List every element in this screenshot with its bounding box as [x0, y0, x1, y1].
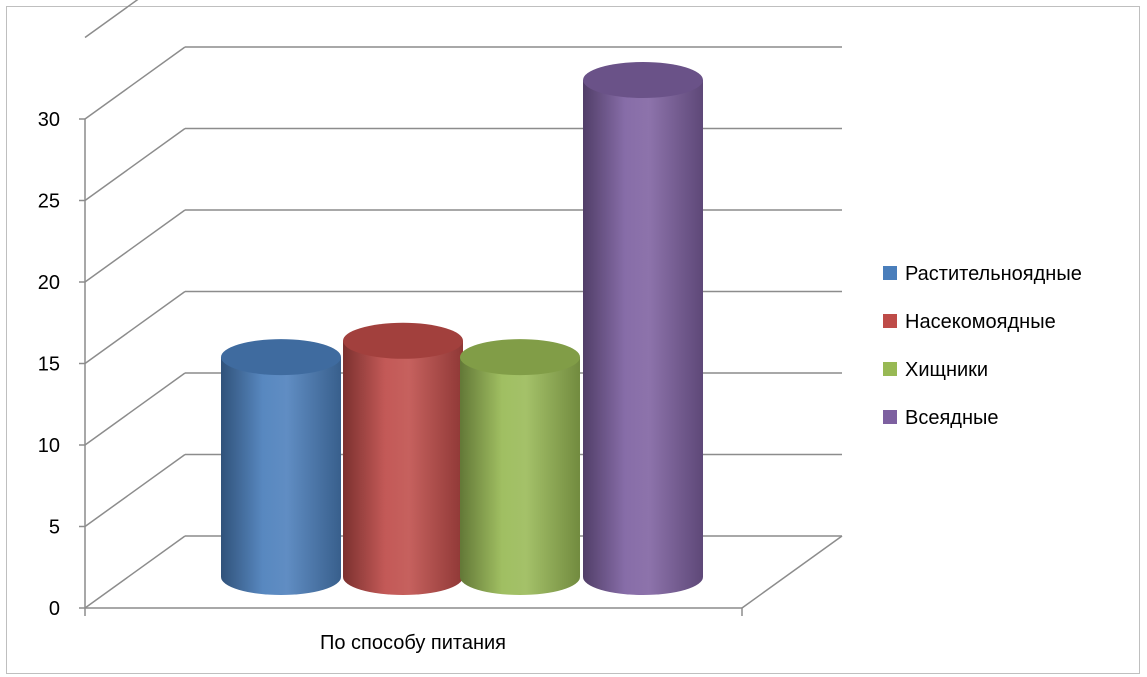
bar-body [221, 357, 341, 595]
bar-1 [221, 339, 341, 595]
bar-top [343, 322, 463, 359]
gridline-side [84, 209, 186, 283]
legend-swatch [883, 266, 897, 280]
legend-item: Насекомоядные [883, 311, 1056, 333]
bar-body [343, 340, 463, 595]
gridline-side [84, 535, 186, 609]
y-tick-label: 25 [38, 191, 60, 213]
legend-swatch [883, 314, 897, 328]
y-tick-label: 0 [49, 598, 60, 620]
legend-swatch [883, 362, 897, 376]
bar-top [221, 339, 341, 376]
legend-label: Хищники [905, 359, 988, 381]
y-tick-label: 10 [38, 435, 60, 457]
gridline-side [84, 0, 139, 39]
chart-bars [221, 62, 703, 595]
bar-4 [583, 62, 703, 595]
gridline-side [84, 290, 186, 365]
bar-body [460, 357, 580, 595]
legend-item: Хищники [883, 359, 988, 381]
legend-label: Насекомоядные [905, 311, 1056, 333]
gridline-side [84, 453, 186, 528]
legend-label: Всеядные [905, 407, 999, 429]
gridline-side [84, 372, 186, 446]
x-category-label: По способу питания [320, 632, 506, 654]
chart-legend: Растительноядные Насекомоядные Хищники Всея… [883, 263, 1082, 429]
bar-2 [343, 322, 463, 595]
bar-3 [460, 339, 580, 595]
legend-swatch [883, 410, 897, 424]
y-tick-label: 20 [38, 272, 60, 294]
y-tick-label: 5 [49, 517, 60, 539]
chart-labels: 0 5 10 15 20 25 30 По способу питания [38, 109, 506, 654]
gridline-side [84, 46, 186, 120]
legend-label: Растительноядные [905, 263, 1082, 285]
bar-top [583, 62, 703, 98]
bar-body [583, 80, 703, 595]
legend-item: Растительноядные [883, 263, 1082, 285]
y-tick-label: 15 [38, 354, 60, 376]
legend-item: Всеядные [883, 407, 999, 429]
y-tick-label: 30 [38, 109, 60, 131]
gridline-side [84, 127, 186, 202]
bar-top [460, 339, 580, 376]
floor-right-edge [741, 535, 843, 609]
